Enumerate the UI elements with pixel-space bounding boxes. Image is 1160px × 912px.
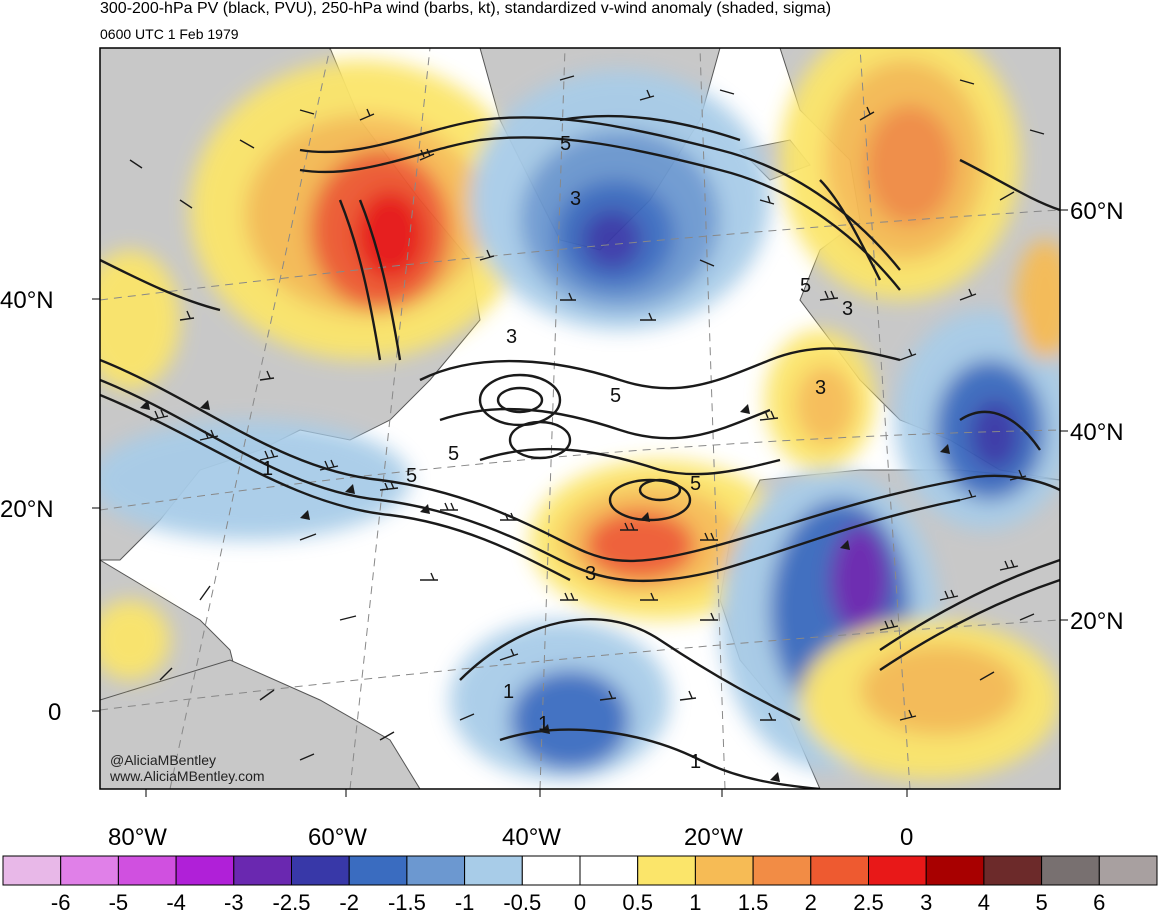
contour-label: 1 xyxy=(538,713,549,735)
map-subtitle: 0600 UTC 1 Feb 1979 xyxy=(100,26,239,42)
colorbar-swatch xyxy=(464,855,523,886)
colorbar-label: 3 xyxy=(920,890,932,912)
contour-label: 3 xyxy=(842,298,853,320)
colorbar-label: -5 xyxy=(109,890,129,912)
colorbar-swatch xyxy=(810,855,869,886)
contour-label: 5 xyxy=(560,133,571,155)
contour-label: 5 xyxy=(448,443,459,465)
colorbar-label: -3 xyxy=(224,890,244,912)
colorbar-swatch xyxy=(925,855,985,886)
colorbar-swatch xyxy=(637,855,696,886)
colorbar-label: -4 xyxy=(166,890,186,912)
anomaly-neg-caribbean xyxy=(100,420,410,540)
colorbar-label: -1 xyxy=(455,890,475,912)
colorbar-swatch xyxy=(2,855,62,886)
contour-label: 3 xyxy=(506,326,517,348)
wind-barbs xyxy=(129,75,1045,761)
lat-label-0-left: 0 xyxy=(48,699,61,726)
colorbar-label: 5 xyxy=(1035,890,1047,912)
colorbar-label: -2 xyxy=(339,890,359,912)
lat-label-60n-right: 60°N xyxy=(1070,198,1124,225)
colorbar-label: 2.5 xyxy=(853,890,884,912)
lat-label-20n-left: 20°N xyxy=(0,496,54,523)
colorbar: -6 -5 -4 -3 -2.5 -2 -1.5 -1 -0.5 0 0.5 1 1.5 2 2.5 3 4 5 6 xyxy=(2,855,1158,912)
colorbar-label: 1.5 xyxy=(738,890,769,912)
south-america-land xyxy=(100,659,421,789)
lon-label-80w: 80°W xyxy=(108,824,167,851)
colorbar-swatch xyxy=(175,855,235,886)
contour-label: 3 xyxy=(570,188,581,210)
graticule xyxy=(100,48,1060,789)
colorbar-swatch xyxy=(60,855,119,886)
colorbar-label: 1 xyxy=(689,890,701,912)
lon-label-20w: 20°W xyxy=(684,824,743,851)
colorbar-label: 4 xyxy=(978,890,990,912)
contour-label: 1 xyxy=(690,751,701,773)
colorbar-swatch xyxy=(291,855,350,886)
colorbar-swatch xyxy=(521,855,581,886)
contour-label: 5 xyxy=(800,275,811,297)
colorbar-swatch xyxy=(1098,855,1158,886)
colorbar-swatch xyxy=(348,855,408,886)
contour-label: 3 xyxy=(815,377,826,399)
colorbar-swatch xyxy=(752,855,812,886)
colorbar-swatch xyxy=(694,855,754,886)
credit-handle: @AliciaMBentley xyxy=(110,752,216,768)
axis-ticks xyxy=(92,209,1068,797)
contour-label: 1 xyxy=(503,681,514,703)
anomaly-pos-pacific xyxy=(100,600,170,680)
contour-label: 3 xyxy=(585,563,596,585)
colorbar-label: 0 xyxy=(574,890,586,912)
colorbar-label: -2.5 xyxy=(273,890,311,912)
lon-label-0: 0 xyxy=(900,824,913,851)
lon-label-40w: 40°W xyxy=(502,824,561,851)
colorbar-label: -1.5 xyxy=(388,890,426,912)
colorbar-label: -0.5 xyxy=(503,890,541,912)
colorbar-label: 0.5 xyxy=(622,890,653,912)
colorbar-swatch xyxy=(868,855,927,886)
contour-labels: 5 3 5 3 3 5 1 5 5 3 5 1 1 1 3 xyxy=(262,133,853,773)
pv-contours xyxy=(100,114,1060,789)
colorbar-swatch xyxy=(406,855,466,886)
contour-label: 1 xyxy=(262,458,273,480)
map-title: 300-200-hPa PV (black, PVU), 250-hPa win… xyxy=(100,0,832,17)
colorbar-label: 6 xyxy=(1093,890,1105,912)
colorbar-label: 2 xyxy=(805,890,817,912)
colorbar-swatch xyxy=(983,855,1043,886)
lon-label-60w: 60°W xyxy=(308,824,367,851)
lat-label-20n-right: 20°N xyxy=(1070,608,1124,635)
map-frame xyxy=(99,47,1061,790)
contour-label: 5 xyxy=(610,385,621,407)
colorbar-swatch xyxy=(117,855,177,886)
anomaly-pos-westedge xyxy=(100,250,180,390)
contour-label: 5 xyxy=(690,473,701,495)
colorbar-swatch xyxy=(233,855,293,886)
lat-label-40n-right: 40°N xyxy=(1070,419,1124,446)
contour-label: 5 xyxy=(406,465,417,487)
anomaly-pos-farright xyxy=(1015,240,1060,360)
credit-url: www.AliciaMBentley.com xyxy=(109,768,265,784)
map-plot-area: 5 3 5 3 3 5 1 5 5 3 5 1 1 1 3 @AliciaMBe… xyxy=(100,48,1060,789)
colorbar-label: -6 xyxy=(51,890,71,912)
anomaly-shading xyxy=(100,48,1060,780)
colorbar-swatch xyxy=(1041,855,1100,886)
wind-barb-flags xyxy=(140,400,950,782)
lat-label-40n-left: 40°N xyxy=(0,287,54,314)
colorbar-swatch xyxy=(579,855,639,886)
